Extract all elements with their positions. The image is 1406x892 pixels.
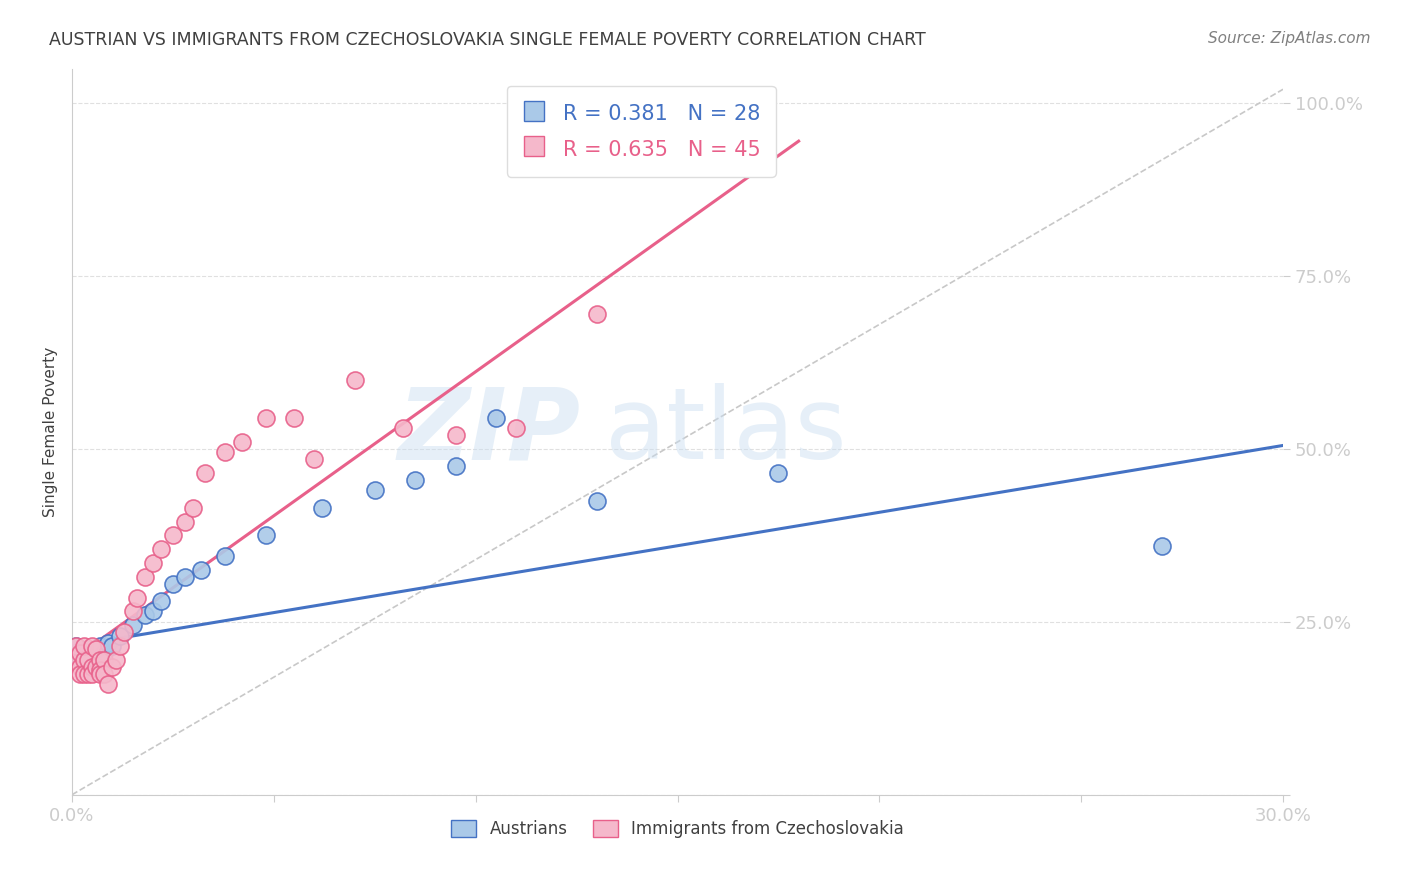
Point: [89, 663, 111, 677]
Point: [65, 639, 87, 653]
Point: [65, 639, 87, 653]
Point: [114, 625, 136, 640]
Point: [82, 666, 104, 681]
Point: [343, 373, 366, 387]
Point: [69, 666, 91, 681]
Point: [444, 428, 467, 442]
Point: [73, 666, 96, 681]
Point: [77, 666, 100, 681]
Point: [585, 307, 607, 321]
Point: [1150, 539, 1173, 553]
Point: [162, 528, 184, 542]
Point: [84, 642, 107, 657]
Point: [231, 435, 253, 450]
Point: [174, 570, 197, 584]
Point: [101, 639, 124, 653]
Point: [121, 618, 143, 632]
Point: [505, 421, 527, 435]
Point: [77, 642, 100, 657]
Point: [585, 493, 607, 508]
Point: [686, 127, 709, 141]
Point: [93, 653, 115, 667]
Point: [142, 604, 165, 618]
Point: [190, 563, 212, 577]
Point: [69, 659, 91, 673]
Point: [485, 410, 508, 425]
Point: [283, 410, 305, 425]
Point: [392, 421, 415, 435]
Point: [302, 452, 325, 467]
Text: atlas: atlas: [605, 383, 846, 480]
Point: [214, 445, 236, 459]
Point: [214, 549, 236, 563]
Point: [93, 646, 115, 660]
Legend: Austrians, Immigrants from Czechoslovakia: Austrians, Immigrants from Czechoslovaki…: [444, 813, 911, 845]
Point: [69, 646, 91, 660]
Y-axis label: Single Female Poverty: Single Female Poverty: [44, 346, 58, 516]
Point: [254, 528, 277, 542]
Point: [444, 459, 467, 474]
Point: [364, 483, 387, 498]
Point: [162, 576, 184, 591]
Text: ZIP: ZIP: [398, 383, 581, 480]
Point: [194, 466, 217, 480]
Point: [142, 556, 165, 570]
Point: [89, 666, 111, 681]
Point: [149, 542, 172, 557]
Point: [73, 653, 96, 667]
Point: [254, 410, 277, 425]
Point: [65, 653, 87, 667]
Point: [69, 653, 91, 667]
Point: [84, 649, 107, 664]
Point: [101, 659, 124, 673]
Point: [149, 594, 172, 608]
Text: AUSTRIAN VS IMMIGRANTS FROM CZECHOSLOVAKIA SINGLE FEMALE POVERTY CORRELATION CHA: AUSTRIAN VS IMMIGRANTS FROM CZECHOSLOVAK…: [49, 31, 927, 49]
Point: [105, 653, 128, 667]
Point: [110, 639, 132, 653]
Point: [97, 677, 120, 691]
Point: [134, 570, 156, 584]
Point: [97, 635, 120, 649]
Point: [174, 515, 197, 529]
Point: [82, 653, 104, 667]
Point: [181, 500, 204, 515]
Point: [84, 659, 107, 673]
Point: [311, 500, 333, 515]
Point: [134, 607, 156, 622]
Point: [404, 473, 426, 487]
Point: [768, 466, 790, 480]
Point: [82, 639, 104, 653]
Point: [89, 639, 111, 653]
Text: Source: ZipAtlas.com: Source: ZipAtlas.com: [1208, 31, 1371, 46]
Point: [73, 639, 96, 653]
Point: [125, 591, 148, 605]
Point: [110, 629, 132, 643]
Point: [93, 666, 115, 681]
Point: [73, 646, 96, 660]
Point: [121, 604, 143, 618]
Point: [89, 653, 111, 667]
Point: [82, 659, 104, 673]
Point: [77, 653, 100, 667]
